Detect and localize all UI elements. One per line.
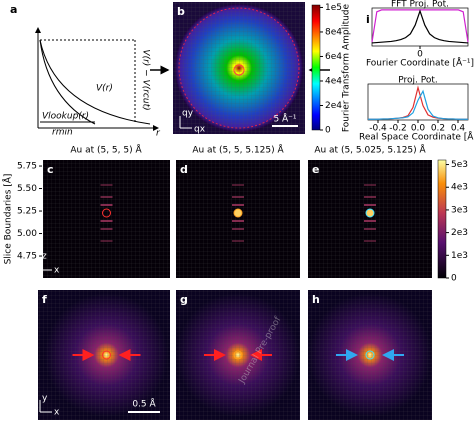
marker	[233, 350, 243, 360]
panel-label: f	[42, 293, 47, 306]
curve	[39, 39, 151, 125]
tick-label: 4e3	[451, 183, 468, 193]
tick-label: 1e3	[451, 251, 468, 261]
marker	[233, 64, 245, 76]
grid	[43, 160, 170, 278]
tick-label: 6e4	[325, 52, 342, 62]
panel-label: d	[180, 163, 188, 176]
chart-title: FFT Proj. Pot.	[391, 0, 449, 10]
tick-label: 5.00	[17, 229, 37, 239]
tick-label: 1e5	[325, 3, 342, 13]
axis-label: y	[42, 394, 48, 404]
scale-bar-label: 5 Å⁻¹	[273, 113, 296, 125]
grid	[38, 290, 170, 420]
tick-label: 5.75	[17, 162, 37, 172]
grid	[173, 2, 305, 134]
marker	[102, 208, 111, 218]
tick-label: 8e4	[325, 27, 342, 37]
label: rmin	[52, 128, 73, 138]
panel-label: h	[312, 293, 320, 306]
tick-label: 4e4	[325, 76, 342, 86]
axis-label: x	[54, 266, 60, 276]
axis-label: qy	[182, 109, 194, 119]
tick-label: 0.0	[411, 124, 426, 134]
tick-label: 0.4	[451, 124, 466, 134]
tick-label: 0	[325, 126, 331, 136]
row-title: Au at (5, 5.025, 5.125) Å	[314, 144, 426, 156]
panel-label: c	[47, 163, 54, 176]
tick-label: 0	[417, 50, 423, 60]
axis-title: Slice Boundaries [Å]	[2, 174, 14, 265]
marker	[365, 208, 375, 218]
tick-label: 3e3	[451, 205, 468, 215]
grid	[308, 290, 432, 420]
line	[368, 85, 468, 120]
colorbar	[437, 159, 447, 279]
tick-label: 5.50	[17, 184, 37, 194]
line	[371, 9, 469, 44]
curve	[39, 39, 96, 125]
label: V(r) − V(rcut)	[141, 49, 151, 110]
colorbar	[311, 4, 321, 131]
scale-bar-label: 0.5 Å	[132, 398, 156, 410]
axis-title: Fourier Coordinate [Å⁻¹]	[366, 57, 474, 69]
panel-b: 5 Å⁻¹ qy qx b Fourier Transform Amplitud…	[150, 2, 352, 135]
line	[371, 9, 469, 43]
row-title: Au at (5, 5, 5.125) Å	[192, 144, 284, 156]
panel-label: i	[366, 13, 370, 26]
row-2: Au at (5, 5, 5) Å Au at (5, 5, 5.125) Å …	[2, 144, 447, 279]
axis-label: qx	[194, 125, 206, 135]
tick-label: 0	[451, 274, 457, 284]
panel-label: b	[177, 5, 185, 18]
tick-label: 5.25	[17, 207, 37, 217]
grid	[176, 290, 300, 420]
grid	[176, 160, 300, 278]
tick-label: -0.4	[369, 124, 387, 134]
panel-a: V(r) Vlookup(r) rmin r V(r) − V(rcut) a	[10, 3, 161, 139]
chart-title: Proj. Pot.	[398, 76, 438, 86]
tick-label: 4.75	[17, 252, 37, 262]
axis-title: Real Space Coordinate [Å]	[359, 131, 474, 143]
axis-label: x	[54, 408, 60, 418]
tick-label: 5e3	[451, 160, 468, 170]
marker	[233, 208, 243, 218]
colorbar-label: Fourier Transform Amplitude	[342, 3, 352, 132]
label: V(r)	[96, 84, 113, 94]
row-title: Au at (5, 5, 5) Å	[70, 144, 142, 156]
panel-label: a	[10, 3, 17, 16]
line	[368, 89, 468, 120]
marker	[365, 350, 375, 360]
label: Vlookup(r)	[42, 112, 89, 122]
marker	[102, 350, 111, 360]
tick-label: -0.2	[389, 124, 407, 134]
axis-label: z	[42, 252, 47, 262]
plot-area	[371, 7, 469, 47]
label: r	[156, 129, 161, 139]
tick-label: 2e4	[325, 101, 342, 111]
tick-label: 2e3	[451, 228, 468, 238]
panel-label: e	[312, 163, 319, 176]
grid	[308, 160, 432, 278]
panel-label: g	[180, 293, 188, 306]
tick-label: 0.2	[431, 124, 445, 134]
